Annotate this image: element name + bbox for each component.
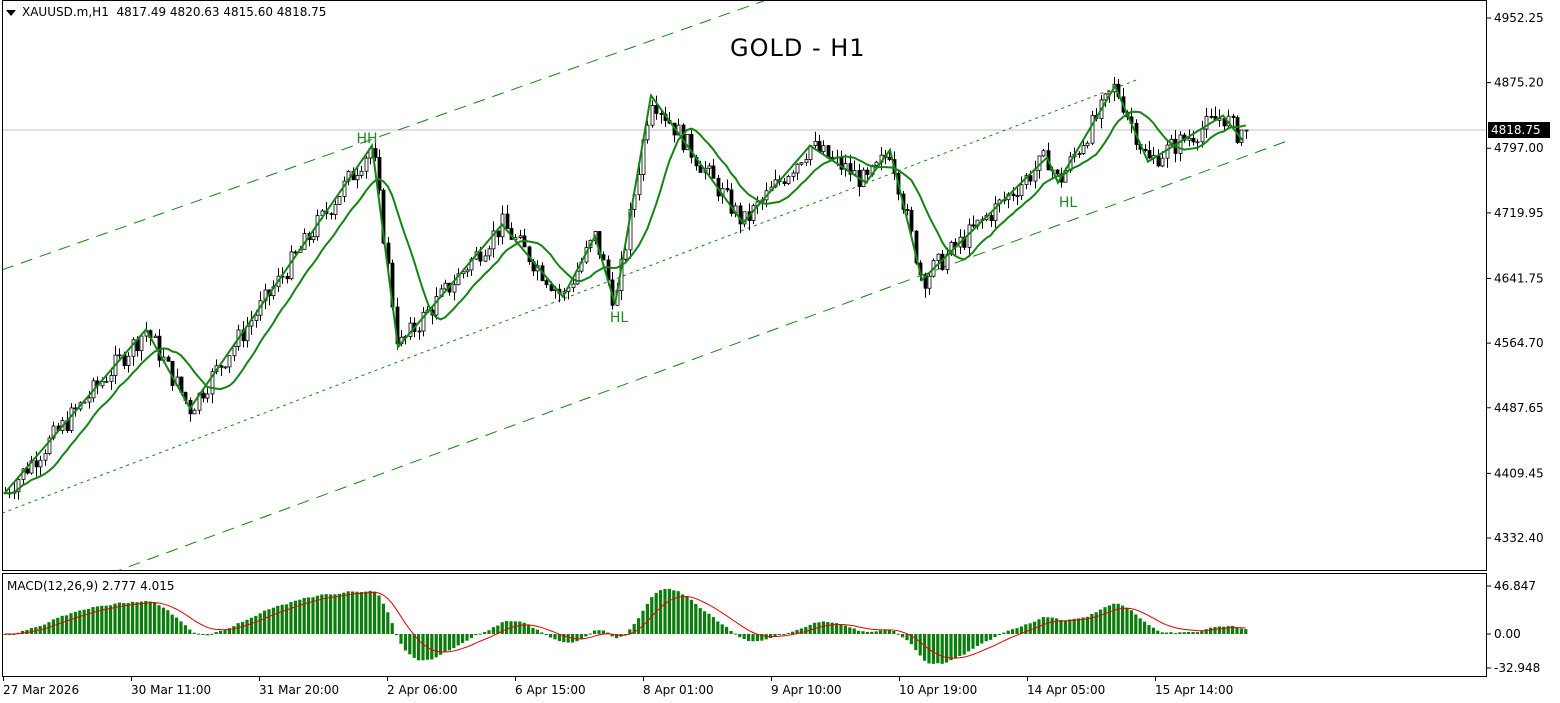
channel-line-upper_long[interactable] xyxy=(2,0,805,271)
price-tick-label: 4409.45 xyxy=(1494,466,1544,480)
price-tick-label: 4564.70 xyxy=(1494,336,1544,350)
time-tick-label: 9 Apr 10:00 xyxy=(771,683,842,697)
zigzag-line xyxy=(3,83,1244,495)
price-tick-label: 4332.40 xyxy=(1494,531,1544,545)
symbol-header: XAUUSD.m,H1 4817.49 4820.63 4815.60 4818… xyxy=(6,5,326,19)
time-tick-label: 31 Mar 20:00 xyxy=(259,683,339,697)
macd-plot xyxy=(3,588,1248,664)
annotation-hl: HL xyxy=(1059,195,1078,211)
macd-header: MACD(12,26,9) 2.777 4.015 xyxy=(7,579,175,593)
channel-line-lower_long[interactable] xyxy=(110,140,1289,574)
price-tick-label: 4487.65 xyxy=(1494,401,1544,415)
time-tick-label: 14 Apr 05:00 xyxy=(1027,683,1105,697)
time-tick-label: 15 Apr 14:00 xyxy=(1155,683,1233,697)
time-tick-label: 6 Apr 15:00 xyxy=(515,683,586,697)
candlesticks xyxy=(3,76,1249,500)
ohlc-values: 4817.49 4820.63 4815.60 4818.75 xyxy=(116,5,327,19)
time-tick-label: 27 Mar 2026 xyxy=(3,683,79,697)
symbol-label: XAUUSD.m,H1 xyxy=(22,5,109,19)
price-tick-label: 4952.25 xyxy=(1494,11,1544,25)
macd-tick-label: -32.948 xyxy=(1494,661,1540,675)
main-pane-frame xyxy=(2,0,1487,571)
macd-tick-label: 0.00 xyxy=(1494,627,1521,641)
price-tick-label: 4719.95 xyxy=(1494,206,1544,220)
current-price-label: 4818.75 xyxy=(1491,123,1541,137)
price-tick-label: 4641.75 xyxy=(1494,271,1544,285)
axes: 4952.25 4875.20 4797.00 4719.95 4641.75 4564.… xyxy=(3,11,1550,697)
chart-title: GOLD - H1 xyxy=(730,34,866,62)
collapse-triangle-icon[interactable] xyxy=(6,9,16,16)
annotation-hl: HL xyxy=(610,310,629,326)
time-tick-label: 2 Apr 06:00 xyxy=(387,683,458,697)
macd-signal-line xyxy=(4,591,1246,659)
moving-average-line xyxy=(4,110,1247,495)
channel-line-middle[interactable] xyxy=(2,78,1141,514)
macd-tick-label: 46.847 xyxy=(1494,579,1536,593)
macd-pane-frame xyxy=(2,573,1487,677)
price-plot: HH HL HL xyxy=(2,0,1486,574)
time-tick-label: 8 Apr 01:00 xyxy=(643,683,714,697)
price-tick-label: 4797.00 xyxy=(1494,141,1544,155)
annotation-hh: HH xyxy=(356,131,377,147)
time-tick-label: 30 Mar 11:00 xyxy=(131,683,211,697)
price-tick-label: 4875.20 xyxy=(1494,76,1544,90)
time-tick-label: 10 Apr 19:00 xyxy=(899,683,977,697)
current-price-tag xyxy=(1488,121,1550,138)
